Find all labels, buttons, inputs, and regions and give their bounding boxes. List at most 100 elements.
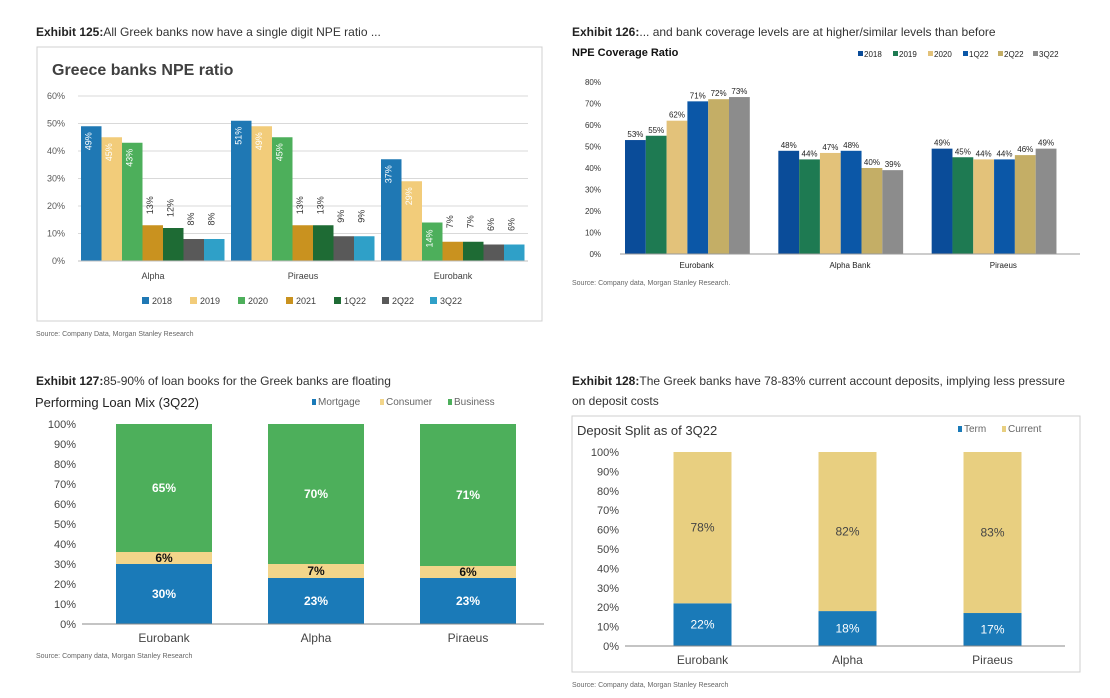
exhibit-125-header: Exhibit 125:All Greek banks now have a s… [36, 25, 381, 39]
deposit-data-label: 83% [980, 526, 1004, 540]
deposit-legend-label: Current [1008, 424, 1042, 435]
npe-data-label: 8% [186, 212, 196, 225]
coverage-data-label: 49% [1038, 139, 1054, 148]
coverage-legend-swatch [858, 51, 863, 56]
coverage-data-label: 73% [731, 87, 747, 96]
coverage-x-tick: Piraeus [990, 261, 1017, 270]
deposit-bar-segment [673, 603, 732, 646]
loan-mix-y-tick: 100% [48, 419, 76, 431]
npe-data-label: 7% [445, 215, 455, 228]
deposit-y-tick: 0% [603, 641, 619, 653]
npe-data-label: 7% [465, 215, 475, 228]
coverage-bar [666, 120, 688, 254]
loan-mix-y-tick: 90% [54, 439, 76, 451]
loan-mix-chart: 0% 10% 20% 30% 40% 50% 60% 70% 80% 90% 100% 30% 6% 65… [48, 397, 544, 645]
coverage-data-label: 46% [1017, 145, 1033, 154]
loan-mix-data-label: 23% [304, 594, 328, 608]
coverage-bar [861, 168, 883, 254]
coverage-bar [1014, 155, 1036, 254]
loan-mix-legend-swatch [448, 399, 452, 405]
coverage-legend-swatch [928, 51, 933, 56]
npe-y-tick: 0% [52, 256, 65, 266]
deposit-chart: 0% 10% 20% 30% 40% 50% 60% 70% 80% 90% 100% 22% 78% E… [591, 424, 1065, 667]
npe-y-tick: 50% [47, 119, 65, 129]
coverage-bar [819, 152, 841, 254]
deposit-y-tick: 40% [597, 563, 619, 575]
npe-data-label: 14% [424, 229, 434, 247]
npe-y-tick: 20% [47, 201, 65, 211]
npe-legend-label: 3Q22 [440, 296, 462, 306]
deposit-bar-segment [818, 452, 877, 612]
coverage-bar [729, 97, 750, 254]
npe-chart-frame [36, 46, 543, 322]
npe-legend-label: 2020 [248, 296, 268, 306]
loan-mix-x-tick: Eurobank [138, 631, 190, 645]
exhibit-128-header: Exhibit 128:The Greek banks have 78-83% … [572, 374, 1065, 388]
loan-mix-data-label: 71% [456, 488, 480, 502]
loan-mix-data-label: 6% [459, 565, 477, 579]
exhibit-128-number: Exhibit 128: [572, 374, 640, 388]
coverage-bar [882, 170, 904, 254]
coverage-y-tick: 20% [585, 207, 601, 216]
loan-mix-bar-segment [116, 552, 212, 564]
npe-data-label: 37% [383, 165, 393, 183]
deposit-y-tick: 60% [597, 525, 619, 537]
npe-data-label: 8% [206, 212, 216, 225]
deposit-y-tick: 10% [597, 622, 619, 634]
coverage-chart: 0% 10% 20% 30% 40% 50% 60% 70% 80% 53% 55% 62% 71% 72… [585, 50, 1080, 270]
coverage-chart-title: NPE Coverage Ratio [572, 47, 679, 59]
loan-mix-y-tick: 40% [54, 539, 76, 551]
npe-data-label: 9% [336, 210, 346, 223]
loan-mix-data-label: 23% [456, 594, 480, 608]
coverage-data-label: 48% [781, 141, 797, 150]
npe-bar [483, 244, 504, 261]
loan-mix-legend-label: Consumer [386, 397, 433, 408]
loan-mix-x-tick: Piraeus [448, 631, 489, 645]
npe-bar [442, 241, 463, 261]
coverage-data-label: 44% [976, 149, 992, 158]
coverage-data-label: 53% [627, 130, 643, 139]
loan-mix-x-tick: Alpha [301, 631, 332, 645]
coverage-y-tick: 50% [585, 143, 601, 152]
loan-mix-y-tick: 50% [54, 519, 76, 531]
npe-chart: 0% 10% 20% 30% 40% 50% 60% 49% 45% 43% 13% 12% 8% 8% A… [47, 91, 528, 306]
loan-mix-data-label: 6% [155, 551, 173, 565]
npe-y-tick: 30% [47, 174, 65, 184]
npe-y-tick: 40% [47, 146, 65, 156]
loan-mix-y-tick: 20% [54, 579, 76, 591]
exhibit-125-source: Source: Company Data, Morgan Stanley Res… [36, 331, 194, 338]
npe-data-label: 49% [254, 132, 264, 150]
coverage-legend-label: 2020 [934, 50, 952, 59]
loan-mix-bar-segment [268, 424, 364, 564]
npe-bar [231, 120, 252, 261]
coverage-data-label: 45% [955, 147, 971, 156]
deposit-data-label: 18% [835, 622, 859, 636]
loan-mix-legend-swatch [380, 399, 384, 405]
exhibit-128-source: Source: Company data, Morgan Stanley Res… [572, 682, 729, 689]
loan-mix-bar-segment [420, 578, 516, 624]
coverage-legend-label: 3Q22 [1039, 50, 1059, 59]
coverage-bar [708, 99, 729, 254]
coverage-y-tick: 60% [585, 121, 601, 130]
npe-legend-swatch [430, 297, 437, 304]
deposit-bar-segment [963, 613, 1022, 646]
deposit-y-tick: 20% [597, 602, 619, 614]
npe-bar [163, 228, 184, 261]
npe-bar [101, 137, 122, 261]
npe-data-label: 29% [404, 187, 414, 205]
coverage-data-label: 49% [934, 139, 950, 148]
loan-mix-data-label: 30% [152, 587, 176, 601]
npe-y-tick: 10% [47, 229, 65, 239]
deposit-chart-title: Deposit Split as of 3Q22 [577, 423, 717, 438]
npe-legend-swatch [142, 297, 149, 304]
coverage-data-label: 44% [996, 149, 1012, 158]
npe-chart-title: Greece banks NPE ratio [52, 62, 234, 79]
npe-data-label: 6% [486, 218, 496, 231]
npe-data-label: 43% [124, 149, 134, 167]
npe-bar [504, 244, 525, 261]
coverage-y-tick: 80% [585, 78, 601, 87]
npe-bar [401, 181, 422, 261]
coverage-legend-swatch [998, 51, 1003, 56]
coverage-legend-swatch [1033, 51, 1038, 56]
loan-mix-y-tick: 70% [54, 479, 76, 491]
